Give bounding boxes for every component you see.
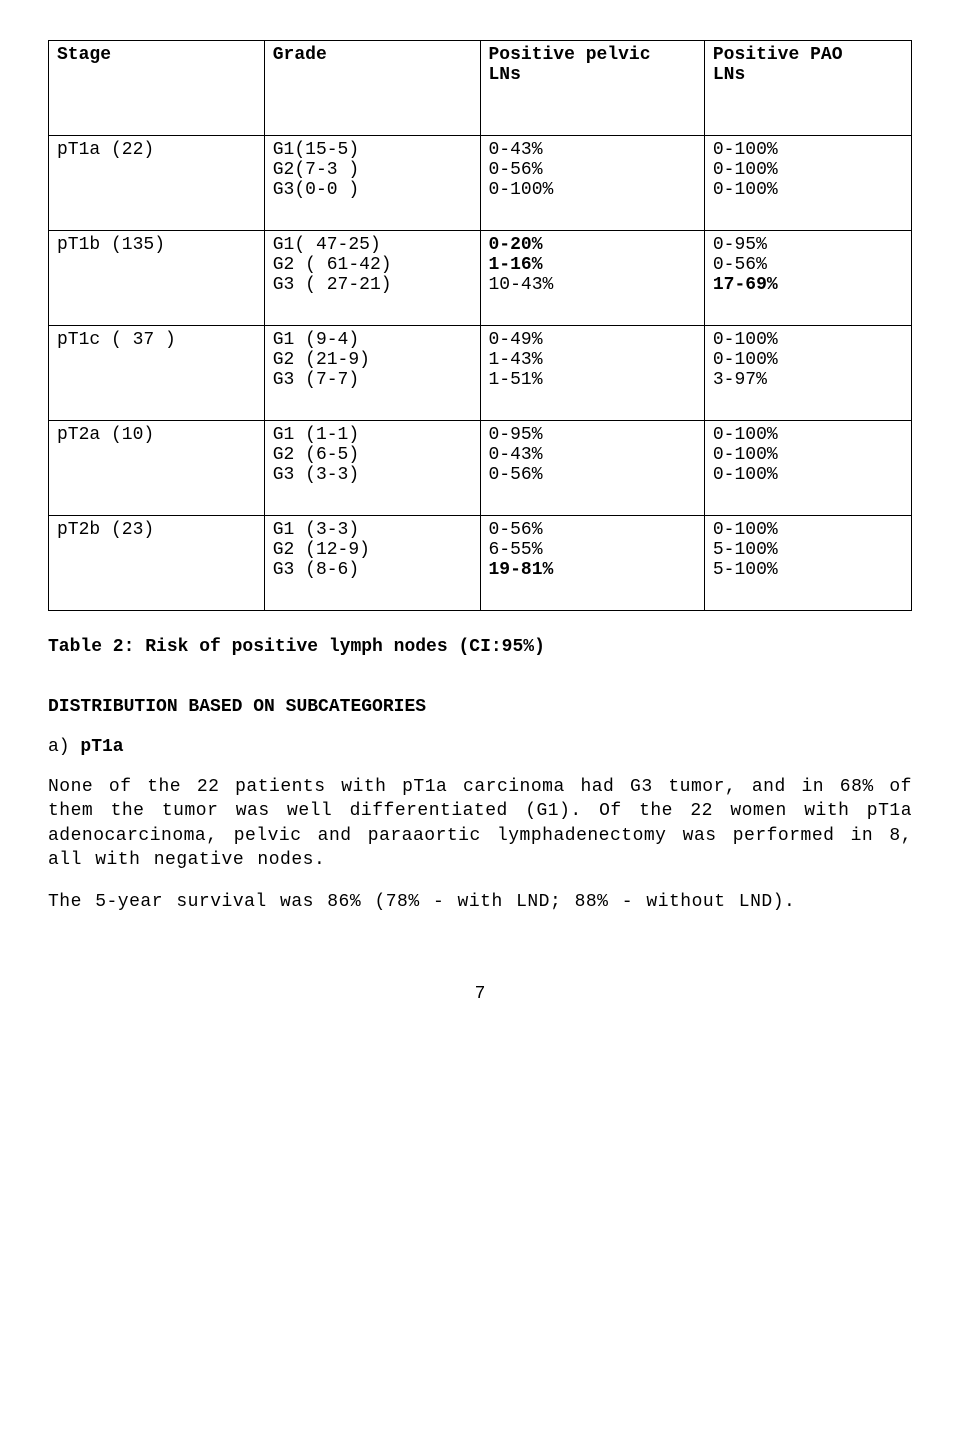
table-row: pT2a (10)G1 (1-1)G2 (6-5)G3 (3-3)0-95%0-… [49,421,912,516]
cell-grade: G1 (3-3)G2 (12-9)G3 (8-6) [264,516,480,611]
cell-stage: pT1b (135) [49,231,265,326]
cell-stage: pT1c ( 37 ) [49,326,265,421]
col-grade: Grade [264,41,480,136]
cell-pelvic: 0-43%0-56%0-100% [480,136,704,231]
col-pao: Positive PAO LNs [704,41,911,136]
subsection-a-head: a) pT1a [48,737,912,757]
cell-pelvic: 0-20%1-16%10-43% [480,231,704,326]
col-stage: Stage [49,41,265,136]
section-heading: DISTRIBUTION BASED ON SUBCATEGORIES [48,697,912,717]
cell-stage: pT1a (22) [49,136,265,231]
subsection-a-label: pT1a [80,737,123,757]
cell-pelvic: 0-56%6-55%19-81% [480,516,704,611]
cell-stage: pT2b (23) [49,516,265,611]
paragraph-2: The 5-year survival was 86% (78% - with … [48,890,912,914]
cell-pao: 0-100%0-100%3-97% [704,326,911,421]
table-header-row: Stage Grade Positive pelvic LNs Positive… [49,41,912,136]
cell-pelvic: 0-49%1-43%1-51% [480,326,704,421]
cell-stage: pT2a (10) [49,421,265,516]
cell-pao: 0-100%5-100%5-100% [704,516,911,611]
paragraph-1: None of the 22 patients with pT1a carcin… [48,775,912,872]
table-row: pT1b (135)G1( 47-25)G2 ( 61-42)G3 ( 27-2… [49,231,912,326]
subsection-a-prefix: a) [48,737,80,757]
cell-grade: G1 (1-1)G2 (6-5)G3 (3-3) [264,421,480,516]
col-pelvic: Positive pelvic LNs [480,41,704,136]
table-row: pT1c ( 37 )G1 (9-4)G2 (21-9)G3 (7-7)0-49… [49,326,912,421]
table-caption: Table 2: Risk of positive lymph nodes (C… [48,637,912,657]
table-row: pT2b (23)G1 (3-3)G2 (12-9)G3 (8-6)0-56%6… [49,516,912,611]
cell-grade: G1(15-5)G2(7-3 )G3(0-0 ) [264,136,480,231]
cell-grade: G1 (9-4)G2 (21-9)G3 (7-7) [264,326,480,421]
table-row: pT1a (22)G1(15-5)G2(7-3 )G3(0-0 )0-43%0-… [49,136,912,231]
cell-pelvic: 0-95%0-43%0-56% [480,421,704,516]
cell-pao: 0-100%0-100%0-100% [704,421,911,516]
page-number: 7 [48,984,912,1004]
risk-table: Stage Grade Positive pelvic LNs Positive… [48,40,912,611]
table-body: pT1a (22)G1(15-5)G2(7-3 )G3(0-0 )0-43%0-… [49,136,912,611]
cell-grade: G1( 47-25)G2 ( 61-42)G3 ( 27-21) [264,231,480,326]
cell-pao: 0-100%0-100%0-100% [704,136,911,231]
cell-pao: 0-95%0-56%17-69% [704,231,911,326]
